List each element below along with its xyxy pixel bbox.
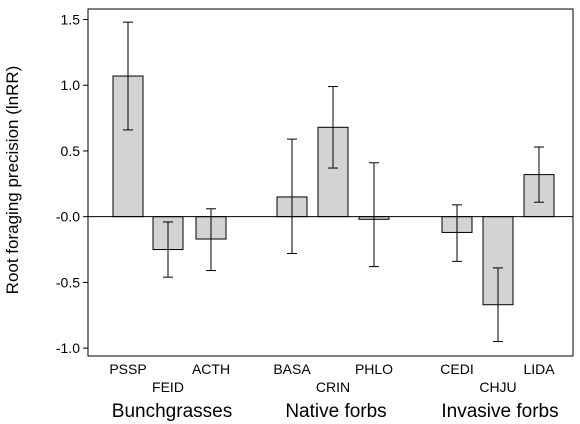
y-tick-label: -0.5	[56, 274, 80, 290]
labels-layer: 1.5 1.0 0.5 -0.0 -0.5 -1.0 PSSP FEID ACTH BASA CRI…	[56, 12, 559, 422]
group-label-2: Native forbs	[285, 401, 386, 422]
category-label-crin: CRIN	[316, 379, 350, 395]
plot-frame	[87, 8, 574, 357]
group-label-3: Invasive forbs	[441, 401, 558, 422]
bars-layer	[112, 21, 555, 343]
category-label-phlo: PHLO	[355, 361, 393, 377]
category-label-chju: CHJU	[479, 379, 516, 395]
y-tick-label: 1.5	[61, 12, 81, 28]
category-label-basa: BASA	[273, 361, 311, 377]
category-label-lida: LIDA	[523, 361, 555, 377]
category-label-feid: FEID	[152, 379, 184, 395]
y-axis-title: Root foraging precision (lnRR)	[3, 66, 22, 295]
y-tick-label: 1.0	[61, 77, 81, 93]
axes-layer	[83, 8, 574, 357]
category-label-cedi: CEDI	[440, 361, 473, 377]
y-tick-label: 0.5	[61, 143, 81, 159]
category-label-acth: ACTH	[192, 361, 230, 377]
group-label-1: Bunchgrasses	[112, 401, 232, 422]
y-tick-label: -0.0	[56, 209, 80, 225]
y-tick-label: -1.0	[56, 340, 80, 356]
category-label-pssp: PSSP	[109, 361, 146, 377]
